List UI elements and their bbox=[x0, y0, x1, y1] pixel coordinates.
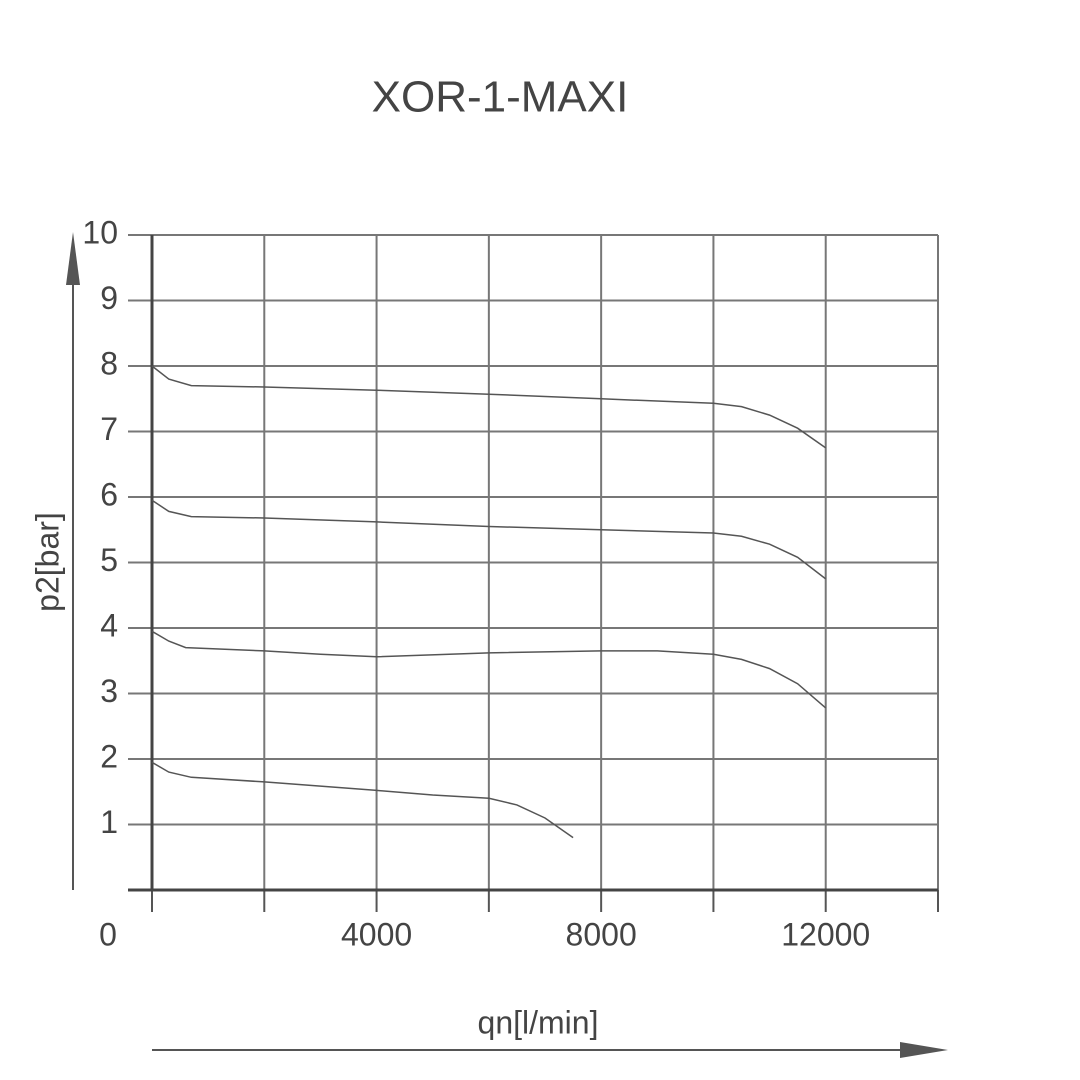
y-tick-label: 6 bbox=[100, 476, 118, 512]
chart-title: XOR-1-MAXI bbox=[372, 73, 629, 122]
data-line bbox=[151, 630, 827, 709]
x-tick-label: 12000 bbox=[781, 916, 870, 952]
y-tick-label: 4 bbox=[100, 607, 118, 643]
y-tick-label: 1 bbox=[100, 804, 118, 840]
y-tick-label: 8 bbox=[100, 345, 118, 381]
y-arrow-head bbox=[66, 232, 80, 285]
data-line bbox=[151, 499, 827, 580]
y-tick-label: 2 bbox=[100, 738, 118, 774]
x-tick-label: 8000 bbox=[566, 916, 637, 952]
x-tick-label: 4000 bbox=[341, 916, 412, 952]
y-axis-label: p2[bar] bbox=[29, 512, 65, 612]
y-tick-label: 7 bbox=[100, 411, 118, 447]
y-tick-label: 10 bbox=[82, 214, 118, 250]
x-axis-label: qn[l/min] bbox=[478, 1004, 599, 1040]
y-tick-label: 3 bbox=[100, 673, 118, 709]
data-line bbox=[151, 365, 827, 449]
y-tick-label: 5 bbox=[100, 542, 118, 578]
y-tick-label: 9 bbox=[100, 280, 118, 316]
data-line bbox=[151, 761, 574, 839]
x-arrow-head bbox=[900, 1042, 948, 1058]
x-tick-label: 0 bbox=[99, 916, 117, 952]
